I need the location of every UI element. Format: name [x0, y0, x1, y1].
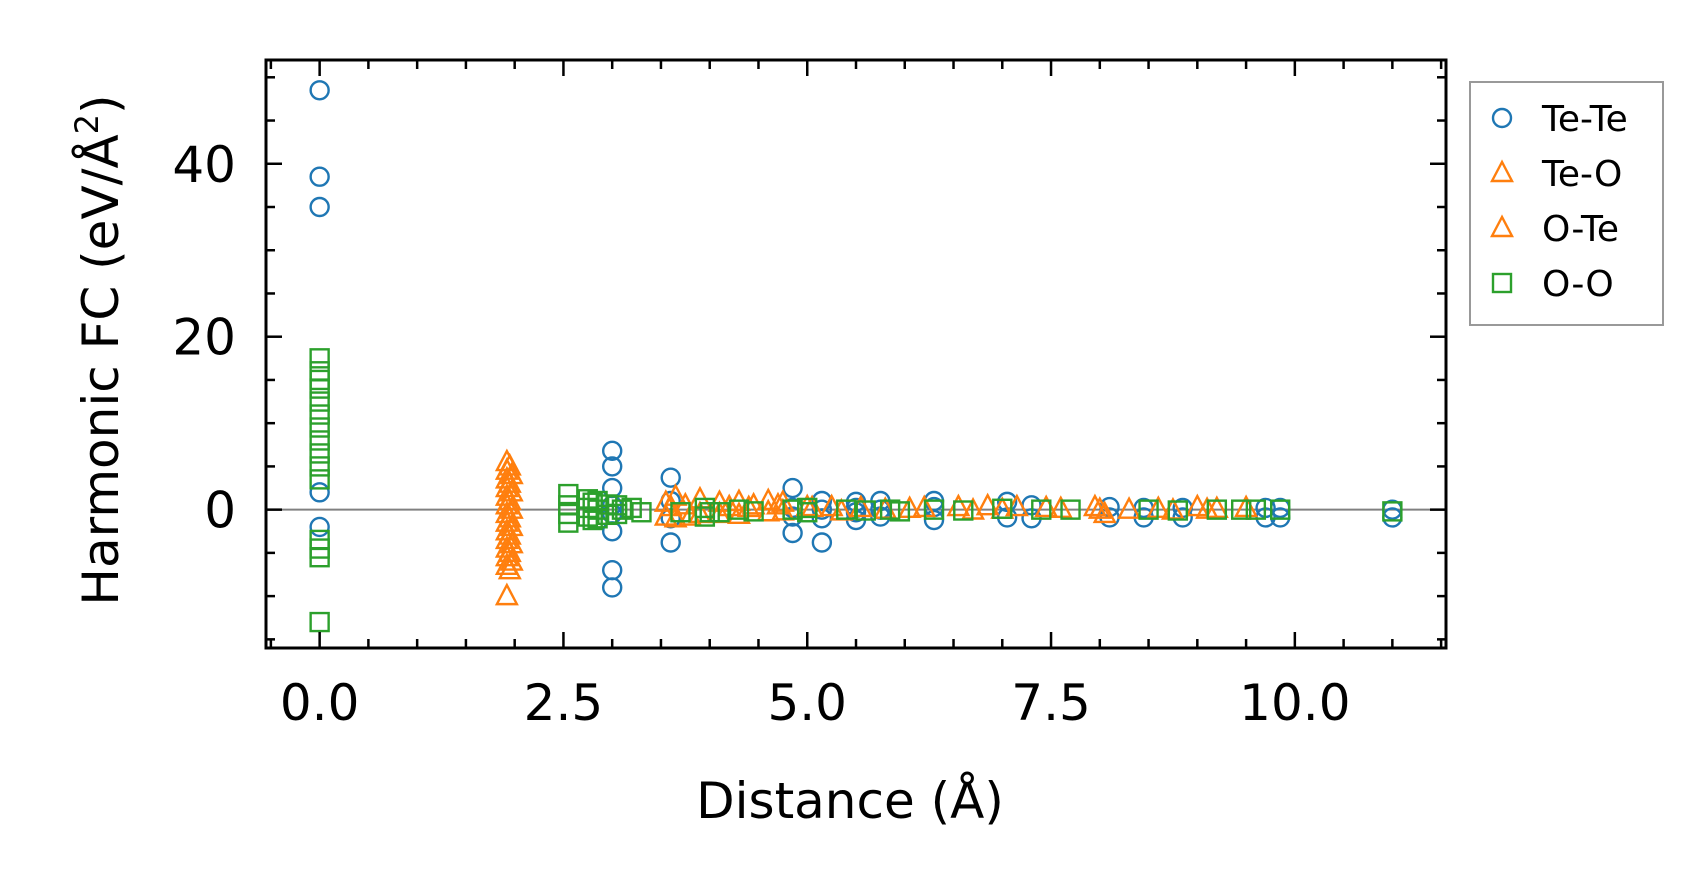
- data-point: [309, 404, 330, 425]
- data-point: [1138, 499, 1159, 520]
- data-point: [923, 509, 945, 531]
- data-point: [631, 502, 652, 523]
- data-point: [1092, 500, 1117, 524]
- data-point: [309, 469, 330, 490]
- data-point: [1060, 499, 1081, 520]
- data-point: [1382, 501, 1403, 522]
- data-point: [309, 516, 330, 538]
- data-point: [309, 80, 330, 101]
- data-point: [694, 506, 716, 527]
- legend-item-te-o: Te-O: [1490, 154, 1622, 195]
- data-point: [782, 477, 803, 499]
- data-point: [1031, 499, 1052, 520]
- data-point: [670, 502, 691, 523]
- data-point: [743, 501, 764, 522]
- y-tick-label: 20: [172, 309, 236, 367]
- x-axis-label: Distance (Å): [696, 772, 1004, 830]
- data-point: [811, 499, 833, 520]
- data-point: [1167, 500, 1189, 521]
- data-point: [309, 417, 330, 438]
- y-tick-label: 40: [172, 136, 236, 194]
- data-point: [811, 532, 833, 553]
- data-point: [1082, 493, 1107, 517]
- data-point: [494, 582, 519, 606]
- y-axis-label-main: Harmonic FC (eV/Å: [72, 134, 130, 605]
- data-point: [782, 522, 803, 544]
- plot-frame: [264, 58, 1448, 650]
- legend-marker: [1490, 214, 1514, 238]
- x-tick-label: 0.0: [280, 674, 360, 732]
- y-axis-label-superscript: 2: [68, 114, 106, 134]
- data-point: [309, 196, 330, 218]
- data-point: [601, 440, 623, 462]
- data-point: [782, 499, 803, 520]
- legend-marker: [1491, 272, 1513, 294]
- data-point: [653, 489, 678, 512]
- data-point: [756, 487, 781, 511]
- data-point: [953, 500, 974, 521]
- legend-item-o-te: O-Te: [1490, 209, 1619, 250]
- y-tick-label: 0: [204, 482, 236, 540]
- x-tick-label: 10.0: [1239, 674, 1350, 732]
- data-point: [309, 378, 330, 399]
- data-point: [836, 499, 857, 520]
- series-te-o: [494, 448, 1259, 606]
- data-point: [309, 166, 330, 187]
- data-point: [309, 443, 330, 464]
- data-point: [309, 391, 330, 412]
- data-point: [992, 498, 1013, 519]
- data-point: [558, 512, 579, 533]
- data-point: [558, 483, 579, 505]
- data-point: [1087, 496, 1112, 519]
- legend-marker: [1490, 159, 1514, 183]
- x-tick-label: 2.5: [524, 674, 604, 732]
- data-point: [1231, 499, 1252, 520]
- legend-label: Te-Te: [1541, 99, 1628, 140]
- x-tick-label: 5.0: [767, 674, 847, 732]
- data-point: [855, 500, 876, 521]
- legend-frame: [1469, 81, 1664, 326]
- data-point: [601, 456, 623, 477]
- x-tick-label: 7.5: [1011, 674, 1091, 732]
- data-point: [660, 467, 681, 488]
- data-point: [1206, 499, 1228, 520]
- axes: 0.0 2.5 5.0 7.5 10.0 0 20 40: [172, 58, 1448, 732]
- data-point: [601, 577, 623, 598]
- data-point: [709, 502, 730, 523]
- data-point: [996, 491, 1018, 513]
- data-point: [1117, 496, 1142, 519]
- data-point: [309, 456, 330, 477]
- series-o-o: [309, 348, 1403, 633]
- legend-label: O-O: [1542, 264, 1614, 305]
- data-point: [309, 430, 330, 451]
- data-point: [1245, 499, 1267, 520]
- legend-marker: [1491, 107, 1513, 129]
- data-point: [497, 556, 522, 580]
- legend-item-o-o: O-O: [1491, 264, 1614, 305]
- plot-area: [266, 80, 1446, 633]
- data-point: [601, 559, 623, 581]
- y-axis-label-close: ): [72, 94, 130, 114]
- data-point: [889, 501, 911, 522]
- data-point: [309, 611, 330, 633]
- data-point: [606, 503, 628, 525]
- legend-item-te-te: Te-Te: [1491, 99, 1628, 140]
- data-point: [309, 348, 330, 369]
- data-point: [309, 547, 330, 568]
- data-point: [1270, 499, 1291, 520]
- data-point: [728, 499, 750, 520]
- data-point: [923, 499, 945, 520]
- data-point: [797, 502, 818, 523]
- data-point: [660, 532, 681, 553]
- legend-label: Te-O: [1541, 154, 1622, 195]
- y-axis-label: Harmonic FC (eV/Å2): [68, 94, 130, 605]
- data-point: [309, 482, 330, 503]
- legend-label: O-Te: [1542, 209, 1619, 250]
- legend: Te-Te Te-O O-Te O-O: [1469, 81, 1664, 326]
